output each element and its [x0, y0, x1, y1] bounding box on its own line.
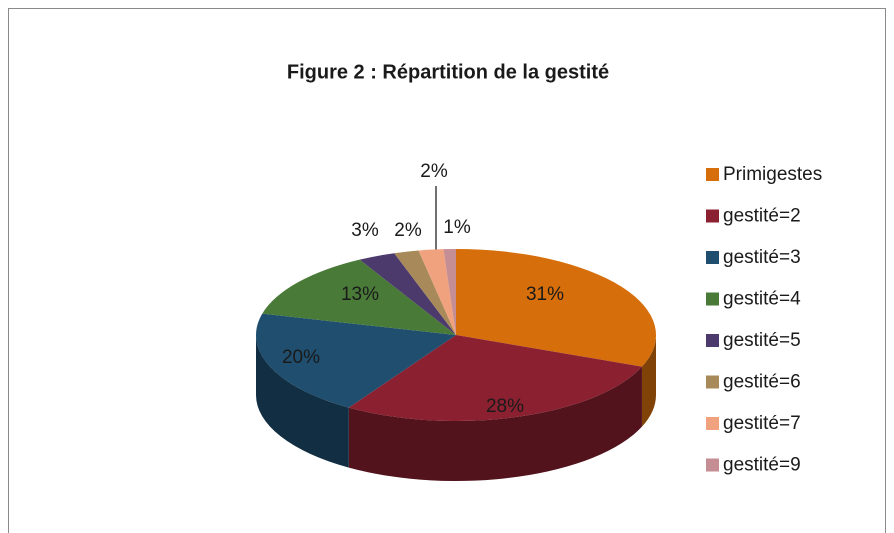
legend-swatch: [706, 375, 719, 389]
slice: [256, 313, 456, 408]
slice-side: [256, 335, 349, 468]
slice: [262, 259, 456, 335]
legend-swatch: [706, 251, 719, 264]
data-label: 28%: [486, 396, 524, 417]
legend-swatch: [706, 458, 719, 472]
legend-swatch: [706, 168, 719, 181]
slice: [443, 249, 456, 335]
slice: [359, 253, 456, 335]
legend-label: Primigestes: [723, 164, 822, 185]
legend-swatch: [706, 292, 719, 306]
data-label: 2%: [420, 161, 448, 182]
data-label: 13%: [341, 284, 379, 305]
legend-label: gestité=4: [723, 289, 801, 310]
data-label: 3%: [351, 220, 379, 241]
legend-label: gestité=2: [723, 206, 801, 227]
slice-side: [348, 366, 642, 481]
data-label: 1%: [443, 217, 471, 238]
legend-label: gestité=9: [723, 455, 801, 476]
data-label: 31%: [526, 284, 564, 305]
legend-label: gestité=6: [723, 372, 801, 393]
legend-label: gestité=5: [723, 330, 801, 351]
data-label: 2%: [394, 220, 422, 241]
legend-label: gestité=7: [723, 413, 801, 434]
slice: [348, 335, 642, 422]
slice-side: [641, 335, 656, 427]
legend-swatch: [706, 334, 719, 347]
legend-swatch: [706, 209, 719, 223]
legend-swatch: [706, 417, 719, 430]
slice: [418, 249, 456, 335]
legend-label: gestité=3: [723, 247, 801, 268]
data-label: 20%: [282, 347, 320, 368]
slice: [394, 250, 456, 335]
chart-title: Figure 2 : Répartition de la gestité: [287, 61, 609, 83]
slice: [456, 249, 656, 367]
